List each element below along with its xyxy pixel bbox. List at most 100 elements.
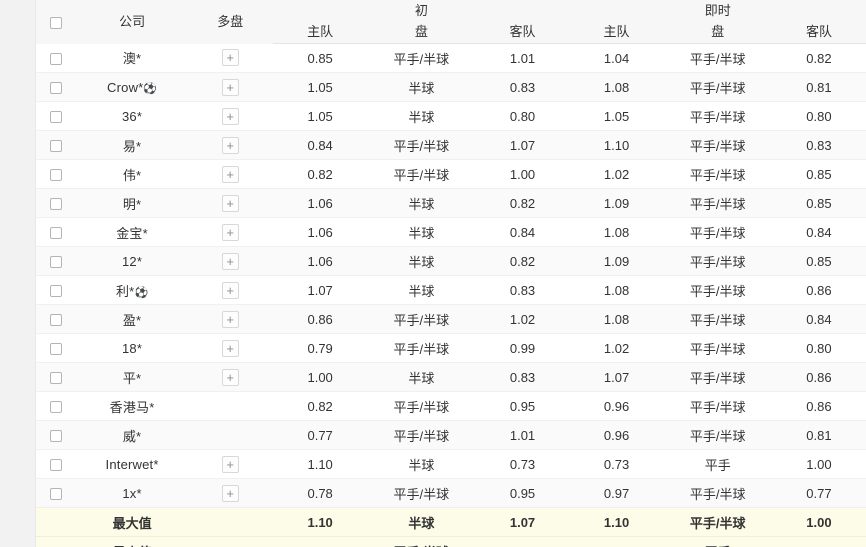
expand-plus-icon[interactable]: + — [221, 368, 239, 386]
multi-handicap-cell[interactable]: + — [187, 246, 274, 276]
company-cell[interactable]: 威* — [76, 420, 188, 450]
company-cell[interactable]: 金宝* — [76, 217, 188, 247]
expand-plus-icon[interactable]: + — [221, 136, 239, 154]
initial-handicap-header[interactable]: 盘 — [367, 21, 476, 44]
expand-plus-icon[interactable]: + — [221, 455, 239, 473]
row-select-cell[interactable] — [36, 246, 77, 276]
row-checkbox[interactable] — [50, 52, 63, 65]
company-cell[interactable]: 伟* — [76, 159, 188, 189]
expand-plus-icon[interactable]: + — [221, 484, 239, 502]
row-select-cell[interactable] — [36, 101, 77, 131]
initial-home-header[interactable]: 主队 — [273, 21, 368, 44]
expand-plus-icon[interactable]: + — [221, 223, 239, 241]
row-checkbox[interactable] — [50, 82, 63, 95]
row-select-cell[interactable] — [36, 43, 77, 73]
row-select-cell[interactable] — [36, 391, 77, 421]
multi-handicap-cell[interactable]: + — [187, 159, 274, 189]
row-checkbox[interactable] — [50, 314, 63, 327]
company-cell[interactable]: 澳* — [76, 43, 188, 73]
company-cell[interactable]: Interwet* — [76, 449, 188, 479]
expand-plus-icon[interactable]: + — [221, 165, 239, 183]
multi-handicap-header[interactable]: 多盘 — [187, 0, 274, 44]
table-row[interactable]: 易* +0.84 平手/半球 1.07 1.10 平手/半球 0.83 — [36, 130, 866, 160]
row-select-cell[interactable] — [36, 420, 77, 450]
multi-handicap-cell[interactable]: + — [187, 449, 274, 479]
multi-handicap-cell[interactable]: + — [187, 333, 274, 363]
select-all-header[interactable] — [36, 0, 77, 44]
multi-handicap-cell[interactable]: + — [187, 188, 274, 218]
multi-handicap-cell[interactable]: + — [187, 275, 274, 305]
expand-plus-icon[interactable]: + — [221, 78, 239, 96]
company-cell[interactable]: 1x* — [76, 478, 188, 508]
multi-handicap-cell[interactable]: + — [187, 72, 274, 102]
company-cell[interactable]: 平* — [76, 362, 188, 392]
table-row[interactable]: 12* +1.06 半球 0.82 1.09 平手/半球 0.85 — [36, 246, 866, 276]
company-cell[interactable]: 易* — [76, 130, 188, 160]
row-checkbox[interactable] — [50, 169, 63, 182]
live-away-header[interactable]: 客队 — [771, 21, 866, 44]
table-row[interactable]: 威* 0.77 平手/半球 1.01 0.96 平手/半球 0.81 — [36, 420, 866, 450]
row-checkbox[interactable] — [50, 198, 63, 211]
table-row[interactable]: 金宝* +1.06 半球 0.84 1.08 平手/半球 0.84 — [36, 217, 866, 247]
row-select-cell[interactable] — [36, 478, 77, 508]
multi-handicap-cell[interactable]: + — [187, 43, 274, 73]
multi-handicap-cell[interactable]: + — [187, 478, 274, 508]
live-home-header[interactable]: 主队 — [569, 21, 664, 44]
table-row[interactable]: 平* +1.00 半球 0.83 1.07 平手/半球 0.86 — [36, 362, 866, 392]
row-checkbox[interactable] — [50, 140, 63, 153]
row-checkbox[interactable] — [50, 401, 63, 414]
initial-away-header[interactable]: 客队 — [475, 21, 570, 44]
company-cell[interactable]: 18* — [76, 333, 188, 363]
row-checkbox[interactable] — [50, 343, 63, 356]
table-row[interactable]: Crow*⚽ +1.05 半球 0.83 1.08 平手/半球 0.81 — [36, 72, 866, 102]
expand-plus-icon[interactable]: + — [221, 49, 239, 67]
expand-plus-icon[interactable]: + — [221, 107, 239, 125]
company-cell[interactable]: Crow*⚽ — [76, 72, 188, 102]
expand-plus-icon[interactable]: + — [221, 281, 239, 299]
table-row[interactable]: 36* +1.05 半球 0.80 1.05 平手/半球 0.80 — [36, 101, 866, 131]
row-checkbox[interactable] — [50, 488, 63, 501]
expand-plus-icon[interactable]: + — [221, 339, 239, 357]
table-row[interactable]: 伟* +0.82 平手/半球 1.00 1.02 平手/半球 0.85 — [36, 159, 866, 189]
row-checkbox[interactable] — [50, 227, 63, 240]
table-row[interactable]: 18* +0.79 平手/半球 0.99 1.02 平手/半球 0.80 — [36, 333, 866, 363]
row-select-cell[interactable] — [36, 159, 77, 189]
row-select-cell[interactable] — [36, 449, 77, 479]
company-cell[interactable]: 利*⚽ — [76, 275, 188, 305]
expand-plus-icon[interactable]: + — [221, 194, 239, 212]
multi-handicap-cell[interactable]: + — [187, 101, 274, 131]
row-checkbox[interactable] — [50, 285, 63, 298]
row-checkbox[interactable] — [50, 256, 63, 269]
table-row[interactable]: 1x* +0.78 平手/半球 0.95 0.97 平手/半球 0.77 — [36, 478, 866, 508]
company-header[interactable]: 公司 — [76, 0, 188, 44]
multi-handicap-cell[interactable]: + — [187, 304, 274, 334]
company-cell[interactable]: 盈* — [76, 304, 188, 334]
table-row[interactable]: 香港马* 0.82 平手/半球 0.95 0.96 平手/半球 0.86 — [36, 391, 866, 421]
live-handicap-header[interactable]: 盘 — [663, 21, 772, 44]
row-select-cell[interactable] — [36, 130, 77, 160]
select-all-checkbox[interactable] — [50, 16, 63, 29]
company-cell[interactable]: 明* — [76, 188, 188, 218]
table-row[interactable]: 盈* +0.86 平手/半球 1.02 1.08 平手/半球 0.84 — [36, 304, 866, 334]
multi-handicap-cell[interactable]: + — [187, 362, 274, 392]
row-checkbox[interactable] — [50, 372, 63, 385]
row-checkbox[interactable] — [50, 430, 63, 443]
row-select-cell[interactable] — [36, 304, 77, 334]
company-cell[interactable]: 36* — [76, 101, 188, 131]
row-checkbox[interactable] — [50, 111, 63, 124]
row-select-cell[interactable] — [36, 333, 77, 363]
row-select-cell[interactable] — [36, 217, 77, 247]
table-row[interactable]: 澳* +0.85 平手/半球 1.01 1.04 平手/半球 0.82 — [36, 43, 866, 73]
table-row[interactable]: 明* +1.06 半球 0.82 1.09 平手/半球 0.85 — [36, 188, 866, 218]
row-select-cell[interactable] — [36, 72, 77, 102]
row-select-cell[interactable] — [36, 275, 77, 305]
expand-plus-icon[interactable]: + — [221, 310, 239, 328]
row-checkbox[interactable] — [50, 459, 63, 472]
table-row[interactable]: 利*⚽ +1.07 半球 0.83 1.08 平手/半球 0.86 — [36, 275, 866, 305]
multi-handicap-cell[interactable]: + — [187, 130, 274, 160]
expand-plus-icon[interactable]: + — [221, 252, 239, 270]
table-row[interactable]: Interwet* +1.10 半球 0.73 0.73 平手 1.00 — [36, 449, 866, 479]
company-cell[interactable]: 香港马* — [76, 391, 188, 421]
row-select-cell[interactable] — [36, 188, 77, 218]
company-cell[interactable]: 12* — [76, 246, 188, 276]
